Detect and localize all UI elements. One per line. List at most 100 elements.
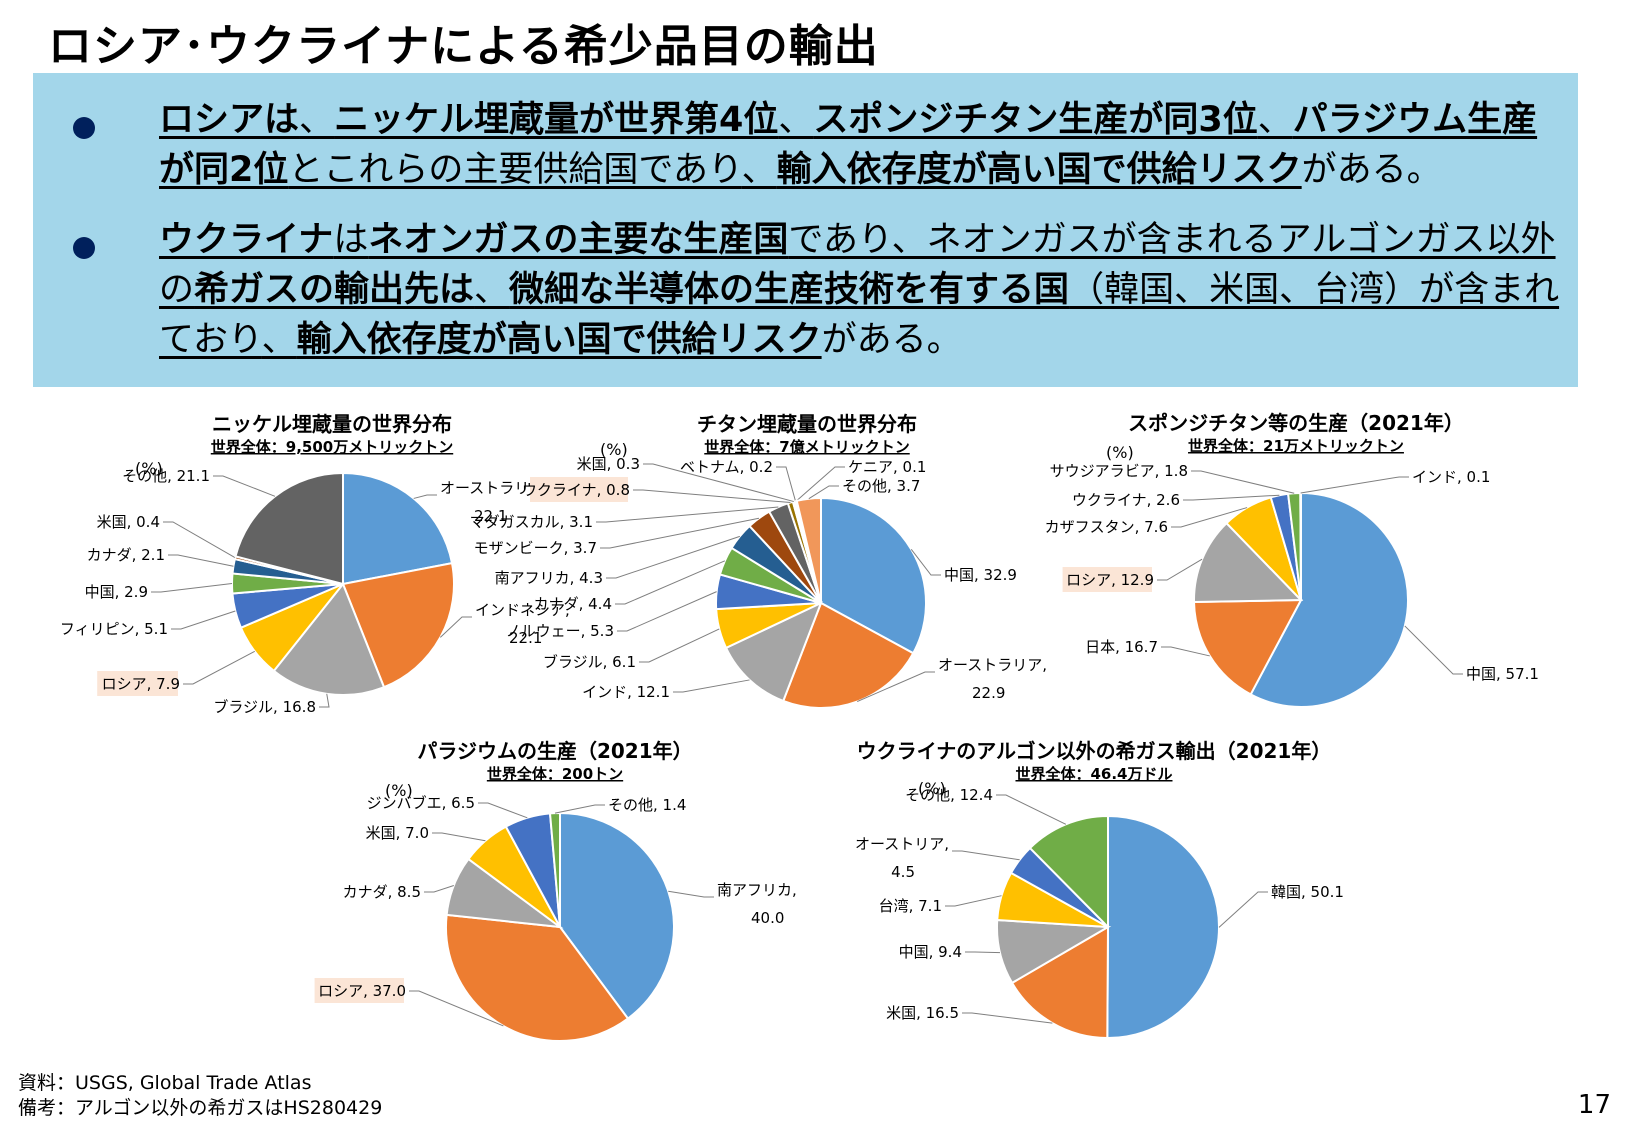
slice-label: 中国, 2.9 <box>85 583 148 601</box>
slice-label: ウクライナ, 2.6 <box>1072 491 1180 509</box>
slice-label: ノルウェー, 5.3 <box>506 622 614 640</box>
slice-value: 22.1 <box>509 629 542 647</box>
leader-line <box>168 554 234 567</box>
leader-line <box>183 650 255 685</box>
bullet1-segment: パラジウム生産が同2位 <box>159 100 1538 190</box>
pie-slice <box>1028 814 1109 930</box>
leader-line <box>633 489 791 504</box>
summary-box: ロシアは、ニッケル埋蔵量が世界第4位、スポンジチタン生産が同3位、パラジウム生産… <box>33 73 1578 387</box>
leader-line <box>808 485 839 500</box>
slice-label: マダガスカル, 3.1 <box>470 513 593 531</box>
slice-label: ブラジル, 16.8 <box>213 698 316 716</box>
bullet1-segment: 、 <box>1257 100 1293 140</box>
bullet1-segment: 輸入依存度が高い国で供給リスク <box>776 150 1302 190</box>
chart-unit: (%) <box>918 779 946 798</box>
pie-slice <box>1299 491 1302 601</box>
slice-label: ブラジル, 6.1 <box>543 653 636 671</box>
bullet1-segment: 、 <box>299 100 335 140</box>
bullet2-segment: 希ガスの輸出先は <box>194 270 475 310</box>
footer-note: 備考：アルゴン以外の希ガスはHS280429 <box>18 1097 383 1119</box>
slice-label: オーストリア, <box>855 835 949 853</box>
pie-chart-4: パラジウムの生産（2021年） 世界全体：200トン (%) 南アフリカ, 40.0 ロシ… <box>314 739 797 1042</box>
chart-title: パラジウムの生産（2021年） <box>417 739 692 763</box>
bullet2-segment: 輸入依存度が高い国で供給リスク <box>296 320 822 360</box>
slice-label: インド, 0.1 <box>1412 468 1490 486</box>
bullet2-segment: ウクライナ <box>159 220 334 260</box>
leader-line <box>439 616 472 638</box>
slice-label: その他, 3.7 <box>842 477 920 495</box>
bullet2-segment: （韓国、米国、台湾）が含まれており <box>159 270 1560 360</box>
leader-line <box>673 679 750 693</box>
leader-line <box>857 671 935 703</box>
slice-label: フィリピン, 5.1 <box>60 620 168 638</box>
slice-label: カナダ, 4.4 <box>534 595 612 613</box>
bullet-dot-icon <box>73 237 95 259</box>
slice-label: インドネシア, <box>475 601 570 619</box>
chart-subtitle: 世界全体：9,500万メトリックトン <box>211 438 453 456</box>
slice-value: 22.1 <box>474 507 507 525</box>
chart-subtitle: 世界全体：200トン <box>487 765 623 783</box>
leader-line <box>319 693 330 708</box>
chart-title: スポンジチタン等の生産（2021年） <box>1128 411 1464 435</box>
leader-line <box>596 506 779 523</box>
pie-slice <box>1249 491 1409 708</box>
pie-slice <box>234 471 344 586</box>
leader-line <box>409 990 504 1027</box>
bullet1-segment: がある。 <box>1301 150 1442 190</box>
slice-label: カザフスタン, 7.6 <box>1045 518 1168 536</box>
leader-line <box>163 521 236 559</box>
slice-label: 米国, 0.4 <box>97 513 160 531</box>
leader-line <box>478 802 528 819</box>
slice-label: カナダ, 2.1 <box>87 546 165 564</box>
bullet1-segment: 、 <box>741 150 777 190</box>
chart-title: ウクライナのアルゴン以外の希ガス輸出（2021年） <box>857 739 1332 763</box>
leader-line <box>1404 625 1463 675</box>
chart-subtitle: 世界全体：21万メトリックトン <box>1188 437 1404 455</box>
leader-line <box>965 951 1000 954</box>
bullet2-segment: 、 <box>261 320 297 360</box>
leader-line <box>668 890 714 898</box>
slice-label: モザンビーク, 3.7 <box>474 539 597 557</box>
chart-title: チタン埋蔵量の世界分布 <box>697 412 917 436</box>
leader-line <box>213 475 276 497</box>
leader-line <box>615 560 726 605</box>
bullet-dot-icon <box>73 117 95 139</box>
pie-slice <box>341 561 455 689</box>
leader-line <box>1191 470 1295 494</box>
leader-line <box>171 610 236 630</box>
pie-slice <box>795 496 822 604</box>
leader-line <box>151 582 233 593</box>
slice-label: 中国, 9.4 <box>899 943 962 961</box>
highlight-box <box>97 671 178 696</box>
leader-line <box>1218 891 1268 928</box>
slice-label: ジンバブエ, 6.5 <box>367 794 475 812</box>
slice-label: ベトナム, 0.2 <box>680 458 773 476</box>
slice-label: 南アフリカ, 4.3 <box>495 569 603 587</box>
leader-line <box>600 517 760 549</box>
pie-chart-3: スポンジチタン等の生産（2021年） 世界全体：21万メトリックトン (%) 中国, … <box>1045 411 1539 708</box>
leader-line <box>945 895 1002 907</box>
leader-line <box>1300 476 1409 494</box>
slice-label: 韓国, 50.1 <box>1271 883 1344 901</box>
highlight-box <box>1062 567 1152 592</box>
slice-label: ケニア, 0.1 <box>848 458 926 476</box>
bullet2-segment: ネオンガスの主要な生産国 <box>368 220 789 260</box>
footer-source: 資料：USGS, Global Trade Atlas <box>18 1072 312 1094</box>
slice-label: 中国, 32.9 <box>944 566 1017 584</box>
chart-subtitle: 世界全体：7億メトリックトン <box>704 438 909 456</box>
bullet1-segment: 、 <box>778 100 814 140</box>
leader-line <box>776 466 796 502</box>
slice-label: 南アフリカ, <box>717 881 797 899</box>
bullet1-segment: スポンジチタン生産が同3位 <box>813 100 1258 140</box>
slice-label: ロシア, 12.9 <box>1066 571 1154 589</box>
slice-value: 40.0 <box>751 909 784 927</box>
leader-line <box>617 591 717 632</box>
slice-label: 中国, 57.1 <box>1466 665 1539 683</box>
leader-line <box>606 535 740 579</box>
slice-label: 米国, 7.0 <box>366 824 429 842</box>
leader-line <box>962 1012 1053 1024</box>
slice-label: その他, 21.1 <box>122 467 210 485</box>
pie-slice <box>559 811 675 1020</box>
slice-label: 台湾, 7.1 <box>879 897 942 915</box>
